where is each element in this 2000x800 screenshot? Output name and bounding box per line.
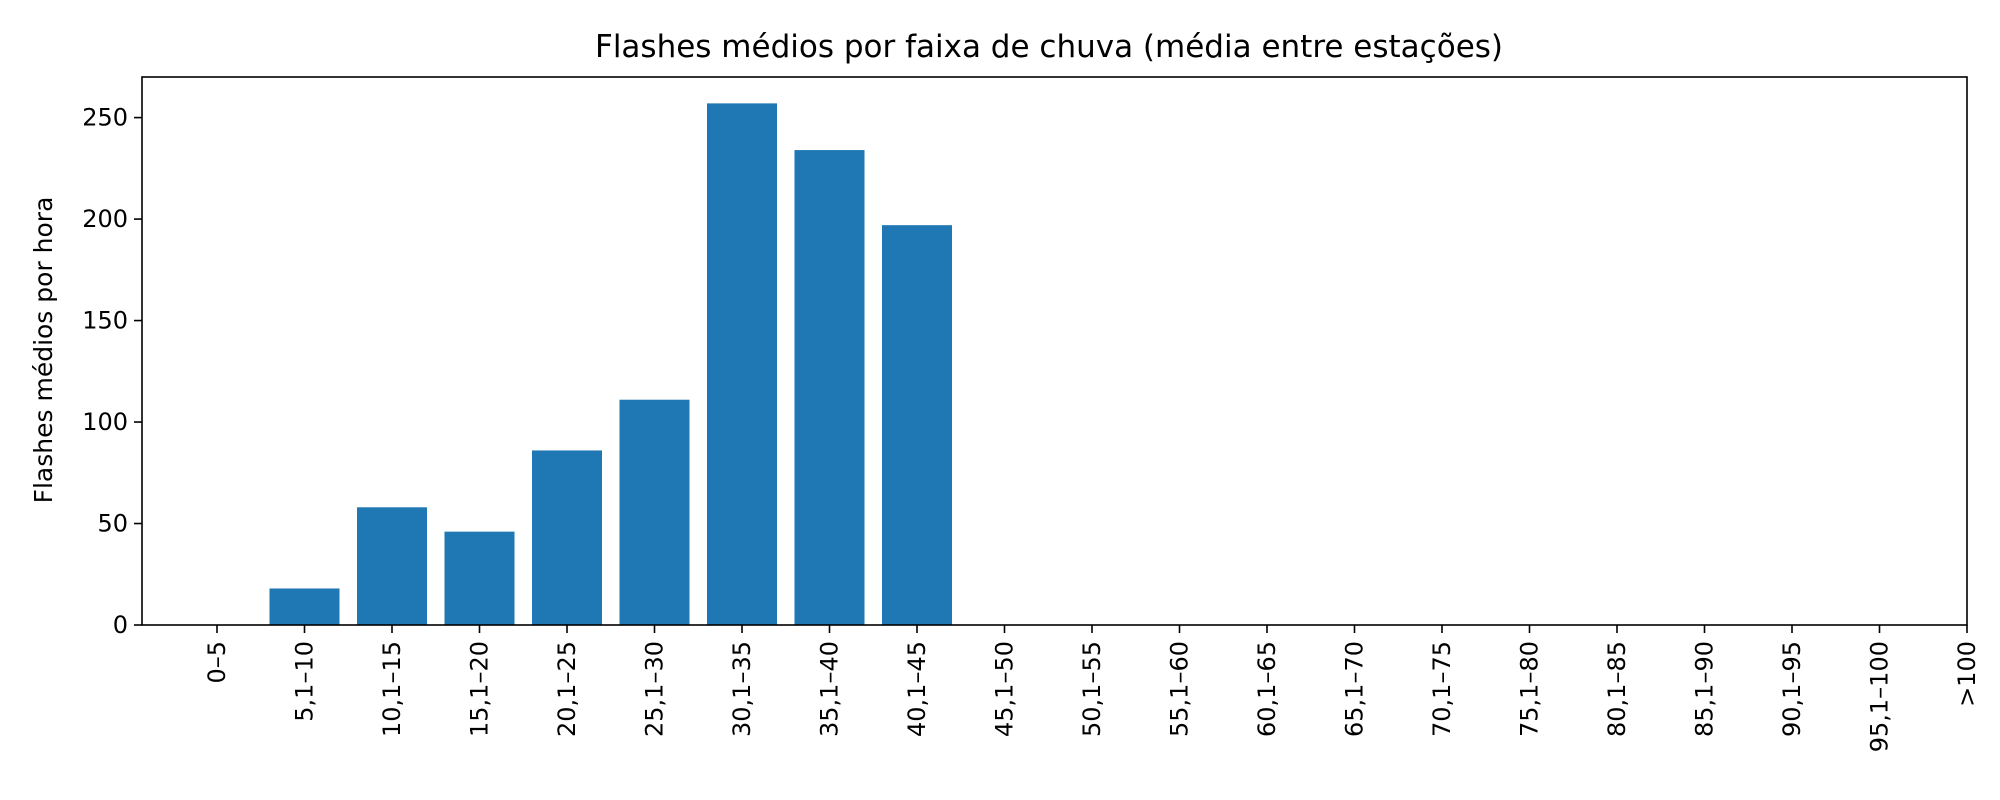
- x-tick-label-19: 95,1–100: [1866, 641, 1894, 752]
- x-tick-label-8: 40,1–45: [903, 641, 931, 737]
- bar-5: [619, 399, 690, 625]
- x-tick-label-20: >100: [1953, 641, 1981, 707]
- y-tick-label-4: 200: [82, 205, 128, 233]
- x-tick-label-4: 20,1–25: [553, 641, 581, 737]
- x-tick-label-5: 25,1–30: [641, 641, 669, 737]
- plot-frame: [141, 76, 1968, 626]
- x-axis: 0–5 5,1–10 10,1–15 15,1–20 20,1–25 25,1–30 30,…: [203, 625, 1981, 752]
- x-tick-label-0: 0–5: [203, 641, 231, 684]
- x-tick-label-7: 35,1–40: [816, 641, 844, 737]
- y-tick-label-5: 250: [82, 104, 128, 132]
- x-tick-label-9: 45,1–50: [991, 641, 1019, 737]
- x-tick-label-15: 75,1–80: [1516, 641, 1544, 737]
- bar-4: [532, 450, 602, 625]
- y-tick-label-3: 150: [82, 307, 128, 335]
- x-tick-label-2: 10,1–15: [378, 641, 406, 737]
- x-tick-label-18: 90,1–95: [1778, 641, 1806, 737]
- x-tick-label-14: 70,1–75: [1428, 641, 1456, 737]
- bar-2: [357, 507, 427, 625]
- bars-group: [269, 103, 952, 626]
- y-axis-label: Flashes médios por hora: [29, 197, 58, 504]
- chart-title: Flashes médios por faixa de chuva (média…: [595, 29, 1503, 65]
- x-tick-label-3: 15,1–20: [466, 641, 494, 737]
- x-tick-label-11: 55,1–60: [1166, 641, 1194, 737]
- x-tick-label-12: 60,1–65: [1253, 641, 1281, 737]
- x-tick-label-16: 80,1–85: [1603, 641, 1631, 737]
- x-tick-label-1: 5,1–10: [291, 641, 319, 722]
- y-axis: 0 50 100 150 200 250: [82, 104, 142, 639]
- y-tick-label-2: 100: [82, 408, 128, 436]
- y-tick-label-0: 0: [113, 611, 128, 639]
- bar-3: [444, 531, 515, 625]
- bar-7: [794, 150, 865, 626]
- bar-1: [269, 588, 340, 625]
- x-tick-label-10: 50,1–55: [1078, 641, 1106, 737]
- x-tick-label-13: 65,1–70: [1341, 641, 1369, 737]
- bar-6: [707, 103, 777, 625]
- x-tick-label-17: 85,1–90: [1691, 641, 1719, 737]
- x-tick-label-6: 30,1–35: [728, 641, 756, 737]
- bar-8: [882, 225, 952, 625]
- y-tick-label-1: 50: [97, 510, 128, 538]
